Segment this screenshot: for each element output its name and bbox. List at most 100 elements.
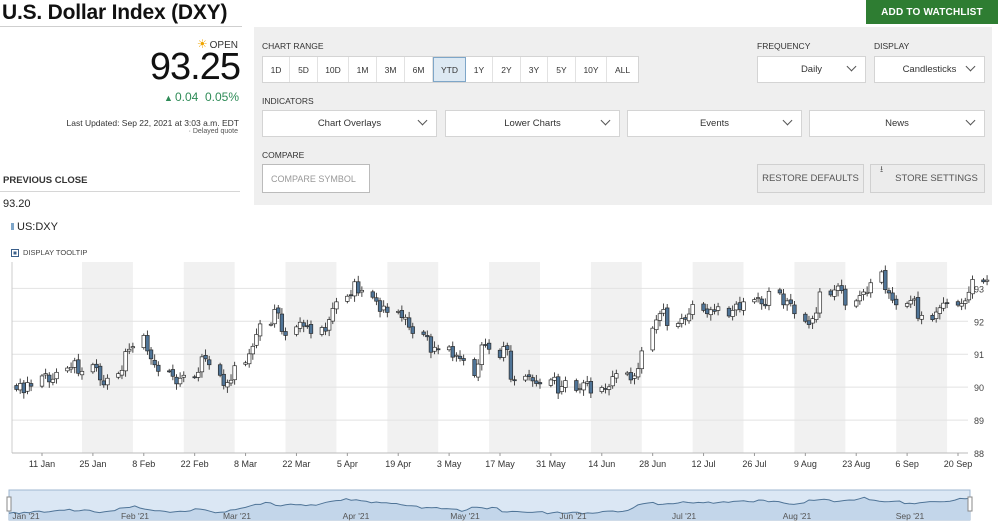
x-tick-label: 8 Mar (234, 459, 257, 469)
up-arrow-icon: ▲ (164, 93, 173, 103)
news-label: News (885, 118, 909, 129)
candle-up (632, 375, 637, 379)
candle-up (650, 327, 655, 351)
series-legend: US:DXY (11, 221, 58, 233)
candle-up (635, 368, 641, 378)
display-select[interactable]: Candlesticks (874, 56, 985, 83)
candle-up (708, 309, 713, 316)
candle-up (766, 290, 772, 306)
range-button[interactable]: ALL (614, 64, 631, 75)
range-button[interactable]: 3Y (521, 57, 548, 82)
candle-down (777, 289, 783, 294)
range-button[interactable]: 2Y (493, 57, 521, 82)
candle-down (603, 388, 608, 390)
chart-band (590, 262, 642, 453)
candle-up (396, 311, 401, 313)
candle-down (712, 309, 717, 312)
x-tick-label: 6 Sep (895, 459, 919, 469)
candle-down (483, 344, 488, 346)
compare-symbol-input[interactable]: COMPARE SYMBOL (262, 164, 370, 193)
candle-up (690, 304, 695, 315)
candle-down (890, 292, 895, 301)
lower-charts-select[interactable]: Lower Charts (445, 110, 620, 137)
candle-up (181, 374, 186, 378)
candle-up (730, 310, 735, 317)
previous-close-value: 93.20 (3, 198, 31, 210)
range-button[interactable]: 5Y (548, 57, 576, 82)
candle-up (141, 335, 146, 348)
candle-up (65, 367, 70, 372)
candle-up (832, 289, 837, 297)
candle-down (276, 307, 281, 314)
display-label: DISPLAY (874, 41, 910, 51)
candle-down (217, 364, 223, 376)
range-button[interactable]: 10D (318, 57, 349, 82)
chart-overlays-select[interactable]: Chart Overlays (262, 110, 437, 137)
candle-up (835, 285, 841, 291)
candle-down (399, 310, 405, 319)
add-to-watchlist-button[interactable]: ADD TO WATCHLIST (866, 0, 998, 24)
news-select[interactable]: News (809, 110, 985, 137)
x-tick-label: 22 Feb (181, 459, 209, 469)
candle-up (970, 279, 975, 295)
price-chart[interactable]: 93 92 91 90 89 88 11 Jan 25 Jan 8 Feb 22 Feb 8 Mar… (0, 256, 1000, 478)
candle-down (167, 370, 172, 373)
range-button-active[interactable]: YTD (433, 57, 466, 82)
restore-defaults-button[interactable]: RESTORE DEFAULTS (757, 164, 864, 193)
candle-down (207, 359, 212, 366)
range-button[interactable]: 1M (349, 57, 377, 82)
candle-down (788, 299, 793, 304)
candle-up (225, 382, 230, 388)
candle-down (98, 365, 103, 381)
change-percent: 0.05% (204, 90, 239, 104)
range-button[interactable]: 1Y (466, 57, 493, 82)
range-button[interactable]: 1D (263, 57, 290, 82)
candle-down (152, 359, 157, 366)
range-button[interactable]: 6M (405, 57, 433, 82)
candle-up (585, 381, 590, 384)
candle-up (199, 356, 205, 373)
frequency-value: Daily (800, 64, 823, 75)
candle-down (472, 359, 477, 376)
candle-down (665, 307, 670, 326)
candle-up (327, 319, 332, 331)
candle-up (810, 318, 815, 324)
display-tooltip-toggle[interactable]: DISPLAY TOOLTIP (11, 248, 87, 257)
candle-down (574, 380, 579, 391)
candle-up (250, 345, 255, 355)
candle-down (305, 325, 310, 328)
x-tick-label: 19 Apr (385, 459, 411, 469)
candle-down (28, 383, 34, 387)
candle-up (599, 387, 604, 392)
candle-down (174, 376, 179, 385)
frequency-select[interactable]: Daily (757, 56, 866, 83)
range-navigator[interactable]: Jan '21 Feb '21 Mar '21 Apr '21 May '21 Jun '… (0, 487, 1000, 523)
range-button[interactable]: 10Y (576, 57, 607, 82)
compare-label: COMPARE (262, 150, 305, 160)
y-tick-label: 89 (974, 416, 984, 426)
checkbox-icon[interactable] (11, 248, 19, 257)
candle-up (476, 363, 481, 378)
events-select[interactable]: Events (627, 110, 802, 137)
range-button[interactable]: 3M (377, 57, 405, 82)
candle-down (843, 288, 848, 306)
sun-icon: ☀ (196, 37, 208, 51)
candle-down (886, 290, 892, 294)
candle-down (377, 300, 383, 312)
candle-down (170, 369, 176, 377)
range-button[interactable]: 5D (290, 57, 318, 82)
candle-down (981, 279, 986, 283)
candle-down (101, 380, 106, 386)
chart-range-selector: 1D 5D 10D 1M 3M 6M YTD 1Y 2Y 3Y 5Y 10Y A… (262, 56, 639, 83)
chart-band (387, 262, 439, 453)
candle-up (254, 334, 259, 346)
navigator-label: Jun '21 (559, 511, 586, 521)
x-tick-label: 8 Feb (132, 459, 155, 469)
last-price: 93.25 (149, 46, 241, 88)
store-settings-button[interactable]: STORE SETTINGS (870, 164, 985, 193)
candle-down (486, 342, 492, 350)
market-status: ☀ OPEN (150, 37, 238, 51)
candle-down (759, 298, 764, 305)
y-tick-label: 88 (974, 449, 984, 459)
candle-up (177, 377, 183, 385)
